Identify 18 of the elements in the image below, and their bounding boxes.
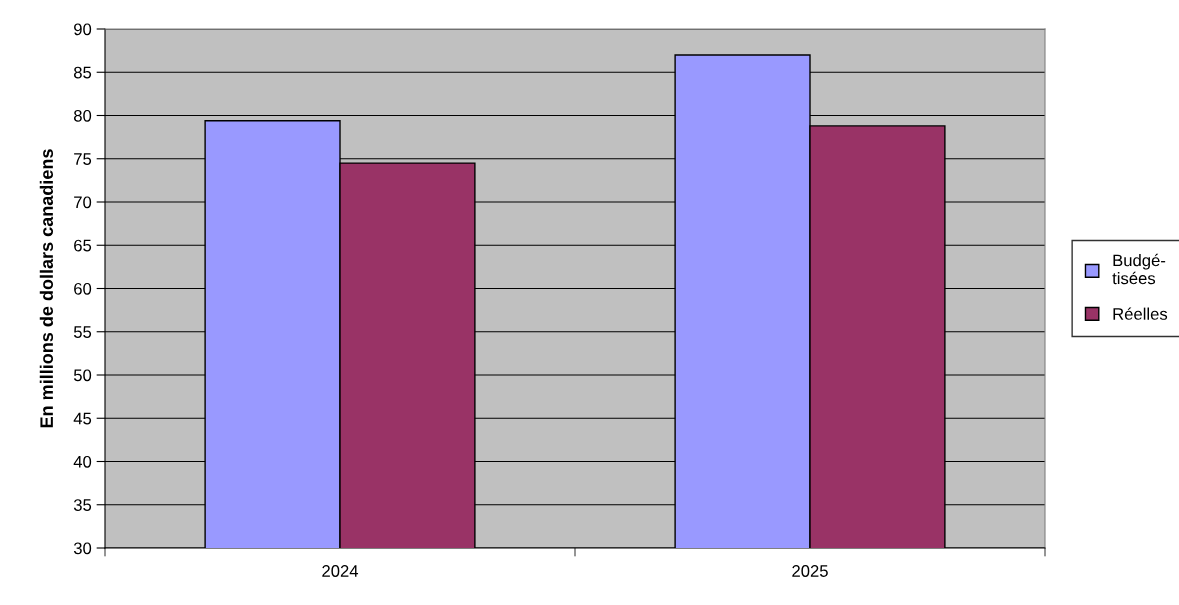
y-tick-label: 90 <box>74 23 92 36</box>
y-tick-label: 35 <box>73 499 92 511</box>
y-tick-label: 80 <box>73 109 92 122</box>
y-tick-label: 85 <box>73 66 92 79</box>
y-tick-label: 30 <box>73 542 92 555</box>
x-tick-label: 2024 <box>322 565 359 577</box>
y-tick-label: 70 <box>74 196 92 209</box>
y-tick-label: 55 <box>73 326 92 338</box>
y-tick-label: 65 <box>74 239 92 252</box>
y-tick-label: 45 <box>73 412 92 425</box>
legend-label: Budgé- tisées <box>1112 253 1166 285</box>
y-tick-label: 50 <box>73 369 92 382</box>
y-tick-label: 75 <box>74 153 92 165</box>
y-axis-title: En millions de dollars canadiens <box>39 149 54 428</box>
y-tick-label: 40 <box>73 455 92 468</box>
y-tick-label: 60 <box>74 282 92 295</box>
x-tick-label: 2025 <box>792 565 828 577</box>
legend-label: Réelles <box>1113 307 1168 320</box>
